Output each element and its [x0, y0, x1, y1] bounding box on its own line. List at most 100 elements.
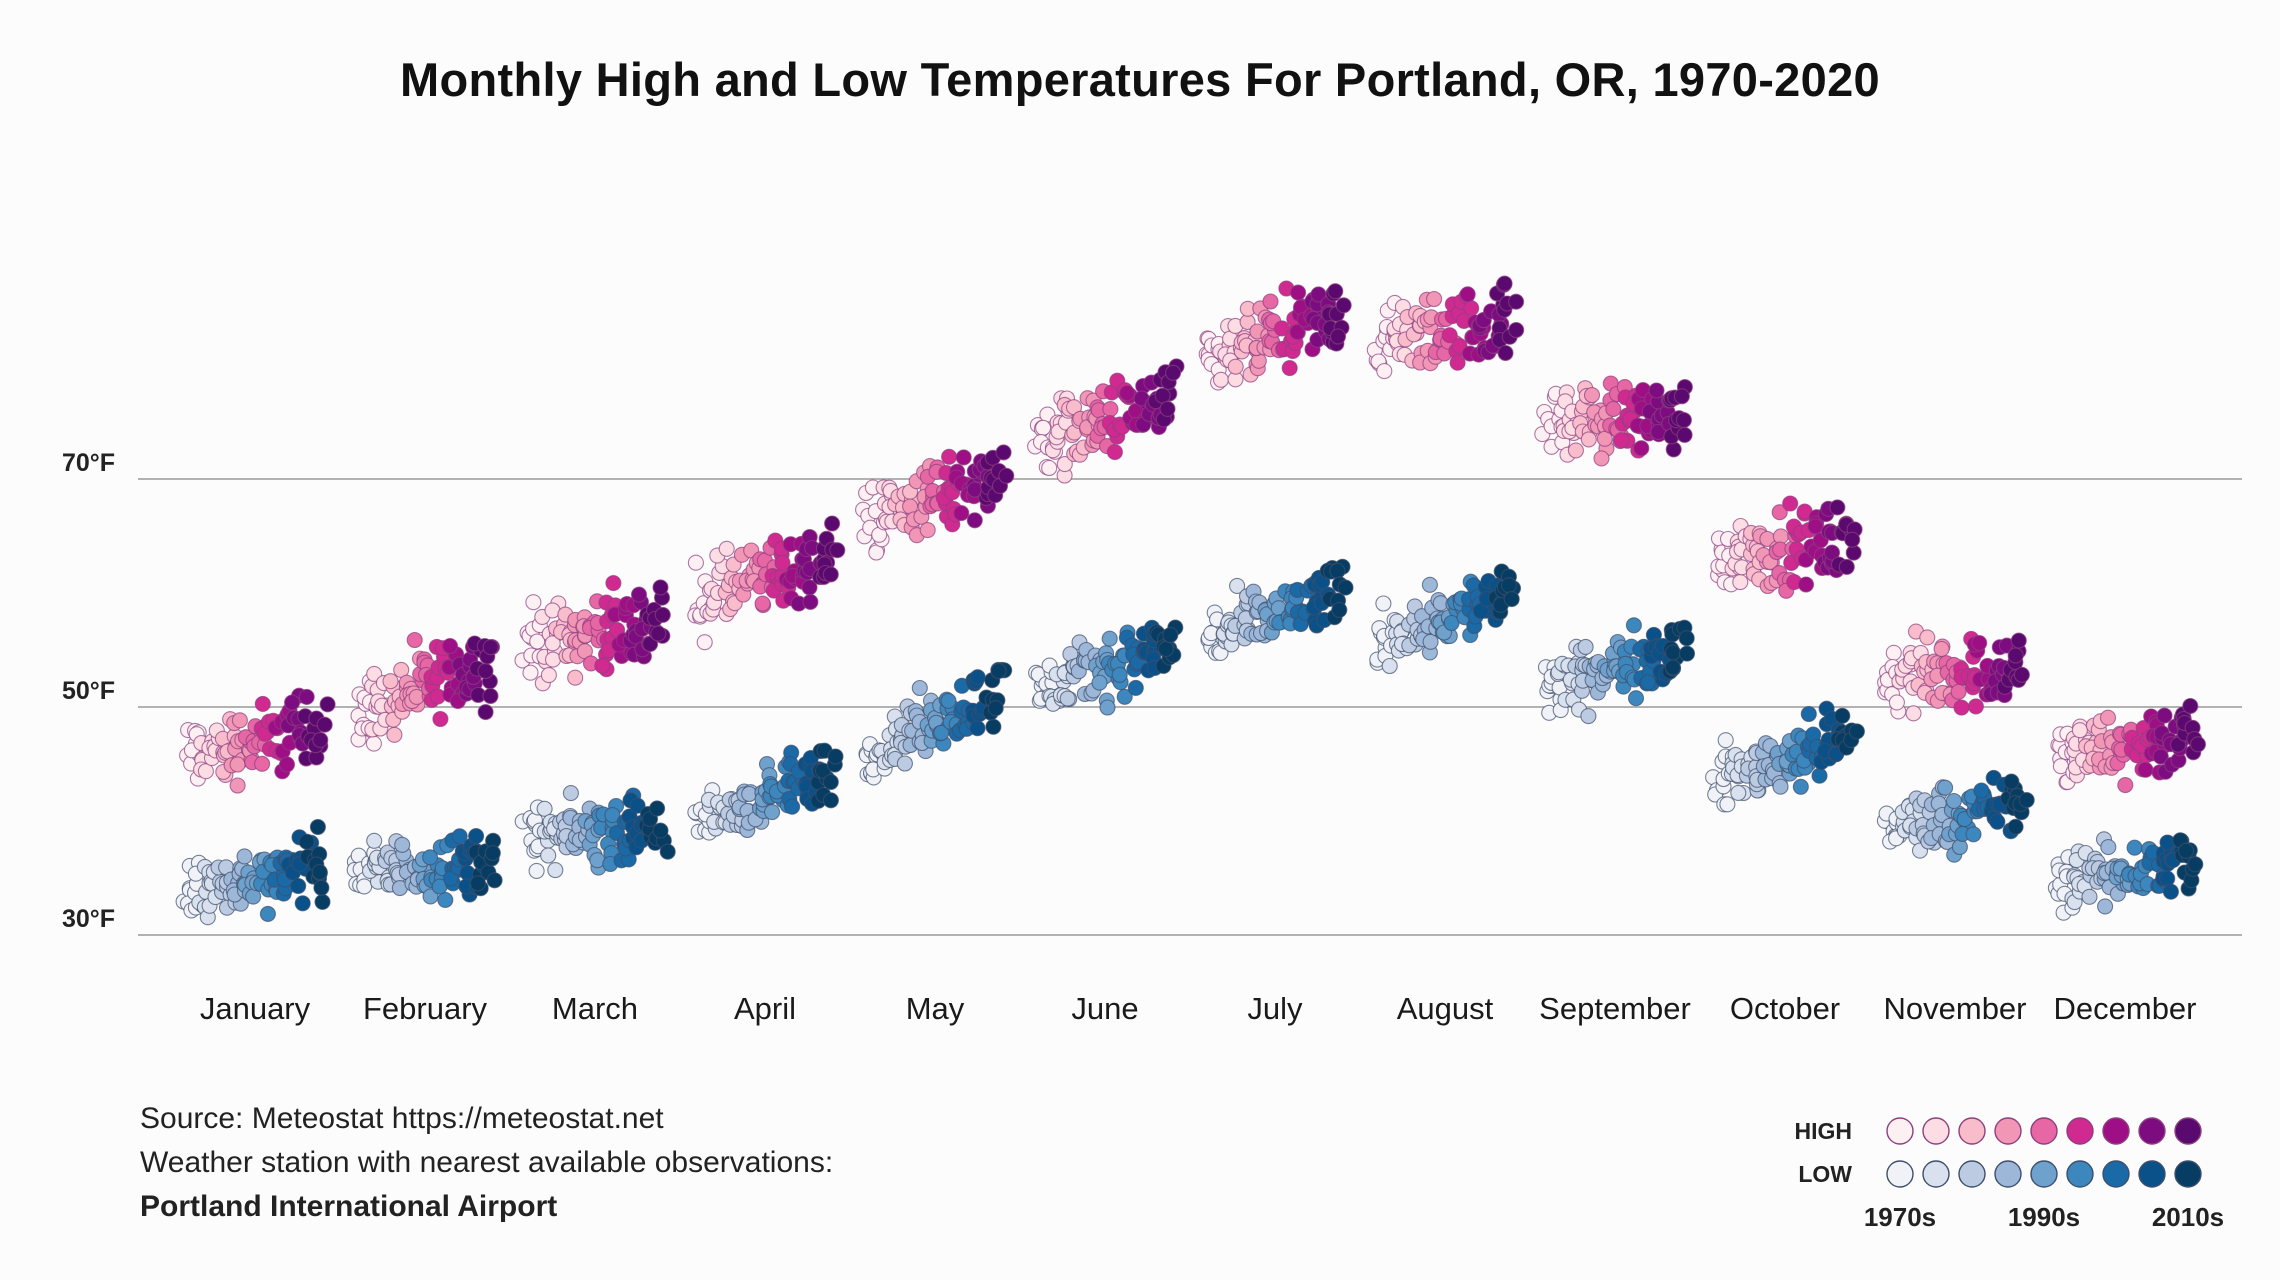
- high-point: [998, 467, 1015, 484]
- low-point: [1792, 778, 1809, 795]
- low-point: [2007, 818, 2024, 835]
- month-label: January: [200, 991, 311, 1026]
- high-point: [1290, 284, 1307, 301]
- high-point: [1583, 387, 1601, 404]
- low-point: [356, 878, 373, 895]
- low-point: [451, 828, 468, 845]
- high-point: [278, 756, 296, 773]
- high-point: [432, 710, 449, 728]
- high-point: [687, 554, 704, 571]
- high-point: [1633, 440, 1650, 457]
- high-point: [366, 665, 383, 682]
- high-point: [1376, 363, 1393, 380]
- high-point: [316, 716, 333, 733]
- high-point: [822, 566, 839, 583]
- low-point: [442, 870, 460, 887]
- low-point: [236, 848, 253, 865]
- high-point: [1905, 705, 1922, 722]
- low-point: [940, 692, 957, 709]
- low-point: [827, 748, 844, 765]
- legend-high-swatch: [1886, 1117, 1914, 1145]
- legend-high-swatch: [2102, 1117, 2130, 1145]
- high-point: [482, 639, 499, 656]
- high-point: [1459, 286, 1476, 303]
- low-point: [313, 879, 330, 896]
- high-point: [1426, 290, 1443, 308]
- high-point: [1665, 441, 1682, 458]
- low-point: [1127, 679, 1144, 696]
- high-point: [382, 673, 399, 690]
- high-point: [544, 651, 562, 668]
- low-point: [822, 773, 839, 791]
- high-point: [1262, 293, 1279, 310]
- low-point: [1421, 576, 1438, 593]
- low-point: [469, 875, 486, 892]
- low-point: [629, 797, 646, 814]
- low-point: [2100, 839, 2117, 856]
- legend-high-swatch: [1994, 1117, 2022, 1145]
- high-point: [1829, 499, 1846, 516]
- low-point: [652, 822, 669, 839]
- high-point: [1675, 412, 1692, 429]
- low-point: [2003, 773, 2020, 790]
- month-label: August: [1397, 991, 1494, 1026]
- month-label: July: [1247, 991, 1303, 1026]
- low-point: [1162, 626, 1179, 644]
- low-point: [1848, 723, 1865, 740]
- low-point: [969, 669, 986, 686]
- high-point: [2007, 647, 2024, 664]
- high-point: [2117, 777, 2134, 794]
- low-point: [1422, 633, 1439, 650]
- low-point: [2081, 888, 2098, 905]
- high-point: [1888, 694, 1905, 711]
- low-point: [911, 679, 928, 697]
- low-point: [1577, 638, 1594, 655]
- low-point: [437, 891, 454, 908]
- legend-low-swatch: [1994, 1160, 2022, 1188]
- high-point: [1967, 698, 1984, 715]
- high-point: [1329, 328, 1347, 345]
- high-point: [919, 522, 936, 539]
- high-point: [1056, 456, 1073, 473]
- legend-low-label: LOW: [1798, 1161, 1852, 1187]
- month-label: March: [552, 991, 638, 1026]
- low-point: [1329, 562, 1346, 579]
- station-note: Weather station with nearest available o…: [140, 1146, 834, 1179]
- high-point: [1102, 401, 1119, 418]
- low-point: [784, 798, 801, 815]
- low-point: [309, 818, 326, 836]
- low-point: [659, 843, 676, 860]
- high-point: [2013, 666, 2030, 683]
- month-label: December: [2054, 991, 2197, 1026]
- high-point: [1673, 388, 1690, 405]
- high-point: [2071, 722, 2088, 739]
- low-point: [468, 828, 485, 845]
- y-tick-label: 50°F: [62, 677, 115, 705]
- y-axis-tick-labels: 30°F 50°F 70°F: [62, 449, 115, 933]
- legend: HIGH LOW 1970s 1990s 2010s: [1795, 1117, 2224, 1232]
- low-point: [1091, 674, 1108, 691]
- legend-decade-label: 1970s: [1864, 1202, 1936, 1232]
- low-point: [604, 807, 621, 824]
- low-point: [1111, 666, 1128, 683]
- month-label: November: [1884, 991, 2027, 1026]
- high-point: [1165, 364, 1182, 381]
- high-point: [1041, 459, 1058, 477]
- y-tick-label: 70°F: [62, 449, 115, 477]
- low-point: [1059, 690, 1076, 707]
- low-point: [1375, 595, 1392, 612]
- low-point: [366, 832, 383, 849]
- high-point: [2152, 748, 2169, 765]
- low-point: [486, 872, 503, 889]
- chart-title: Monthly High and Low Temperatures For Po…: [400, 53, 1880, 106]
- low-point: [1989, 813, 2006, 830]
- high-point: [365, 735, 382, 752]
- low-point: [1945, 792, 1962, 810]
- high-point: [254, 695, 271, 712]
- low-point: [1951, 838, 1968, 856]
- low-point: [294, 895, 311, 912]
- high-point: [650, 625, 667, 642]
- low-point: [1503, 591, 1520, 608]
- high-point: [1281, 360, 1298, 377]
- low-point: [562, 785, 579, 802]
